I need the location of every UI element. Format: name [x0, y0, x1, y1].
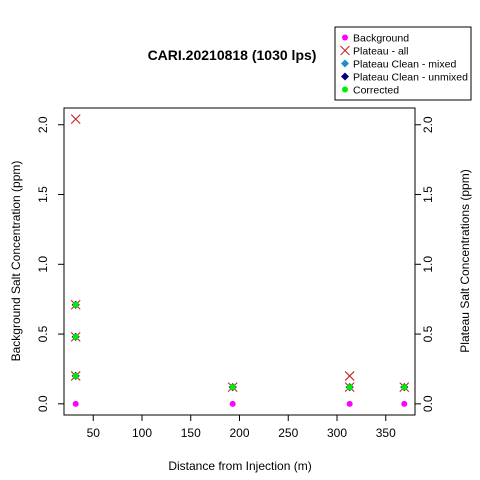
- y-axis-left-tick-label-3: 1.5: [36, 186, 50, 203]
- y-axis-left-tick-label-4: 2.0: [36, 116, 50, 133]
- legend-marker-corrected: [342, 87, 348, 93]
- point-corrected-5: [401, 384, 407, 390]
- plot-area: [64, 108, 415, 415]
- point-corrected-3: [230, 384, 236, 390]
- y-axis-left-tick-label-0: 0.0: [36, 395, 50, 412]
- x-tick-label-50: 50: [87, 426, 101, 440]
- point-background-2: [347, 401, 353, 407]
- chart-title: CARI.20210818 (1030 lps): [148, 47, 317, 63]
- legend-label-plateau-all: Plateau - all: [353, 46, 408, 58]
- legend-label-corrected: Corrected: [353, 85, 399, 97]
- point-background-1: [230, 401, 236, 407]
- y-axis-right-label: Plateau Salt Concentrations (ppm): [458, 169, 472, 352]
- y-axis-left-tick-label-1: 0.5: [36, 325, 50, 342]
- y-axis-right-tick-label-2: 1.0: [421, 256, 435, 273]
- point-plateau-all-0: [71, 115, 80, 124]
- x-tick-label-150: 150: [181, 426, 201, 440]
- y-axis-right-tick-label-3: 1.5: [421, 186, 435, 203]
- point-corrected-0: [73, 302, 79, 308]
- x-tick-label-100: 100: [132, 426, 152, 440]
- point-background-0: [73, 401, 79, 407]
- y-axis-right: 0.0 0.5 1.0 1.5 2.0: [415, 116, 435, 412]
- y-axis-left: 0.0 0.5 1.0 1.5 2.0: [36, 116, 64, 412]
- point-background-3: [401, 401, 407, 407]
- y-axis-right-tick-label-0: 0.0: [421, 395, 435, 412]
- y-axis-left-tick-label-2: 1.0: [36, 256, 50, 273]
- data-points: [71, 115, 409, 407]
- y-axis-left-label: Background Salt Concentration (ppm): [9, 161, 23, 362]
- point-corrected-1: [73, 334, 79, 340]
- x-tick-label-200: 200: [229, 426, 249, 440]
- x-axis-label: Distance from Injection (m): [168, 459, 311, 473]
- legend-label-background: Background: [353, 33, 409, 45]
- x-tick-label-250: 250: [278, 426, 298, 440]
- x-tick-label-300: 300: [327, 426, 347, 440]
- x-tick-label-350: 350: [376, 426, 396, 440]
- y-axis-right-tick-label-1: 0.5: [421, 325, 435, 342]
- legend-label-plateau-clean-unmixed: Plateau Clean - unmixed: [353, 72, 468, 84]
- point-plateau-all-5: [345, 371, 354, 380]
- legend-label-plateau-clean-mixed: Plateau Clean - mixed: [353, 59, 456, 71]
- point-corrected-2: [73, 373, 79, 379]
- y-axis-right-tick-label-4: 2.0: [421, 116, 435, 133]
- x-axis: 50 100 150 200 250 300 350: [87, 415, 397, 440]
- legend-marker-background: [342, 35, 348, 41]
- point-corrected-4: [347, 384, 353, 390]
